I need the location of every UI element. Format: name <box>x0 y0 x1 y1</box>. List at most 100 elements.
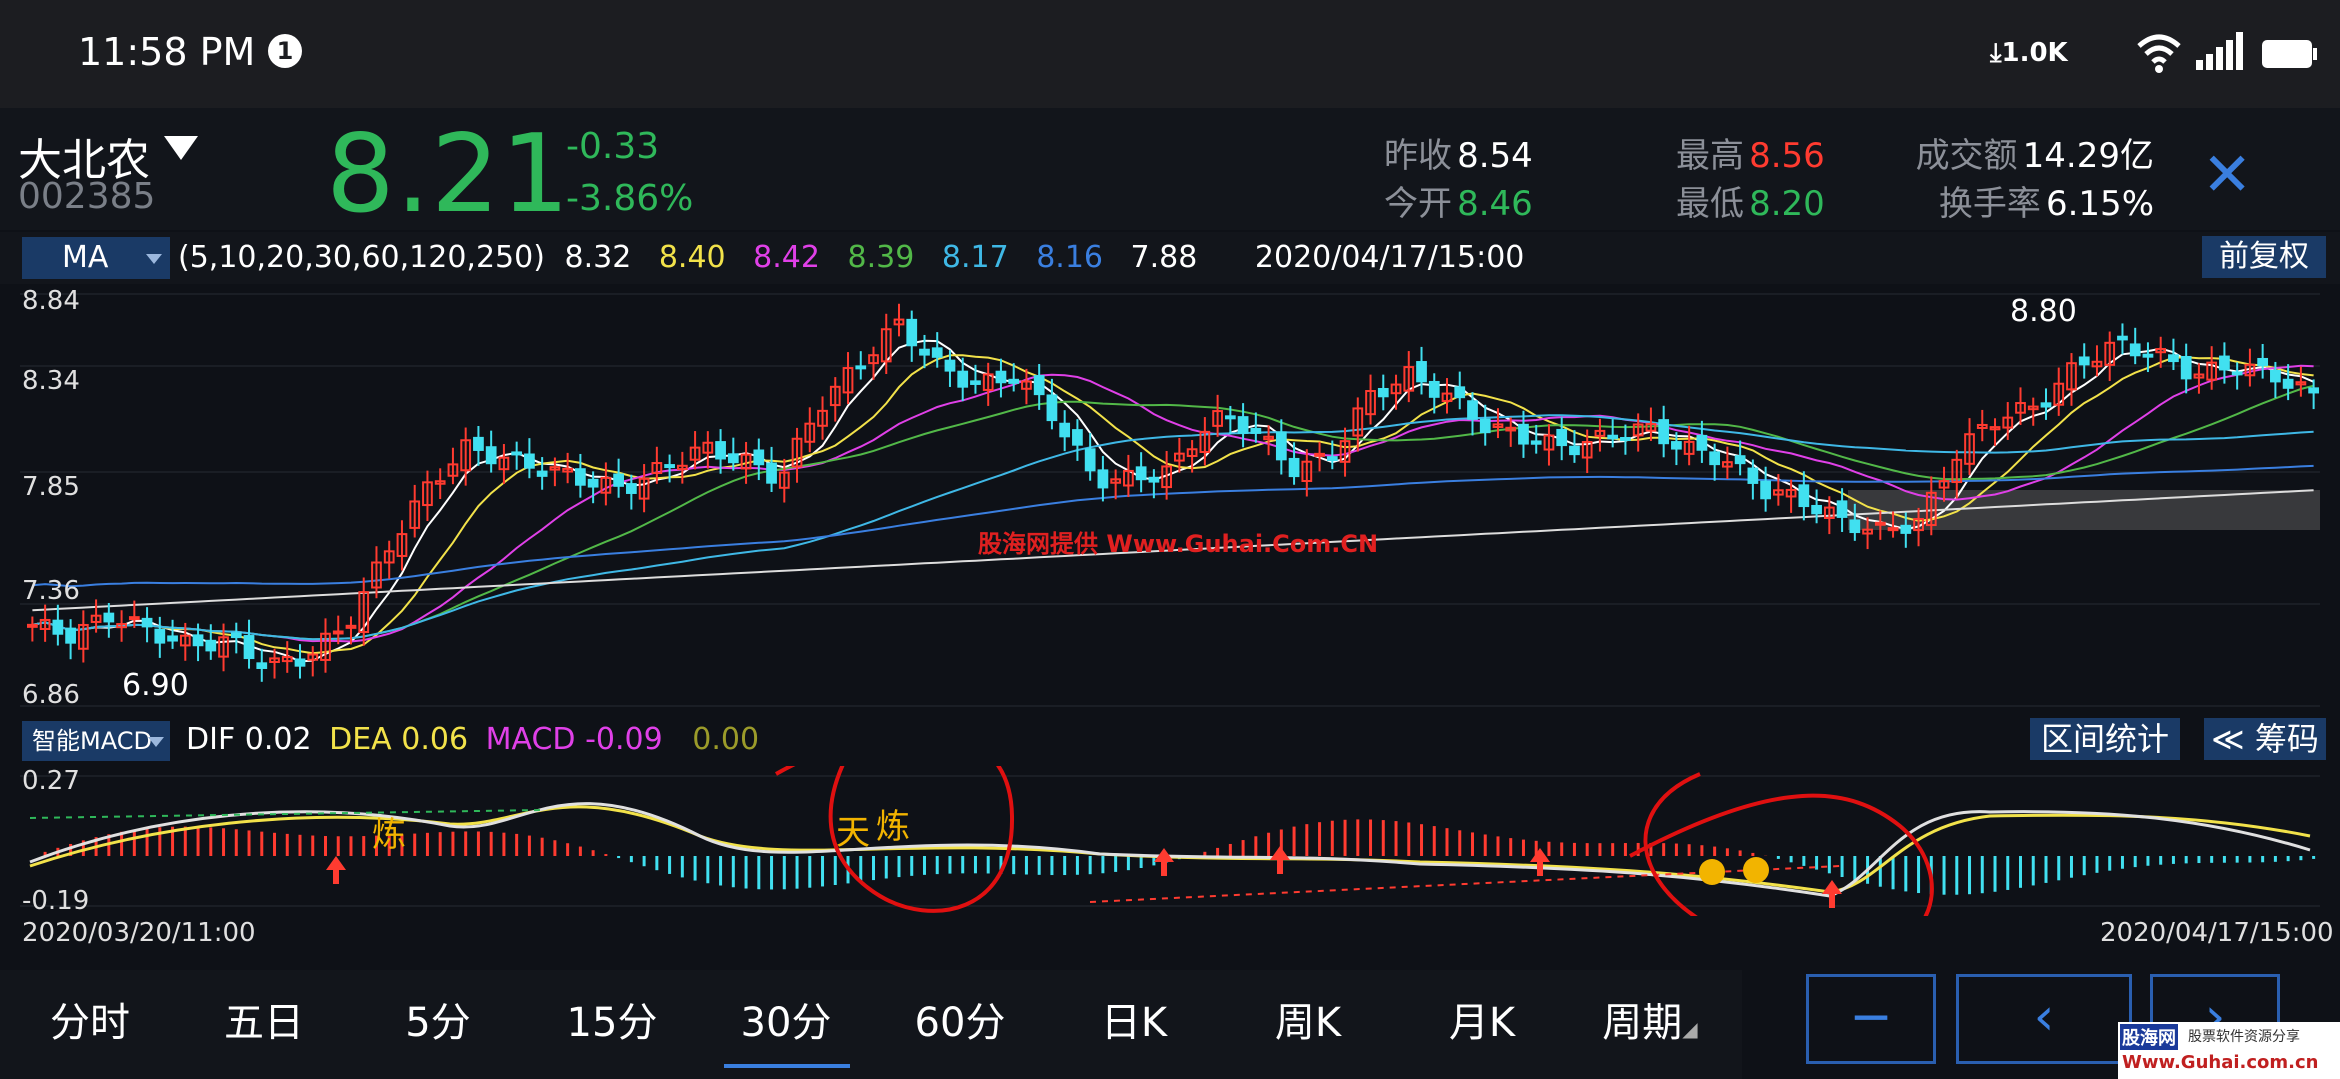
candle <box>498 456 510 471</box>
tab-daily[interactable]: 日K <box>1100 1000 1168 1046</box>
logo-slogan: 股票软件资源分享 <box>2188 1029 2300 1045</box>
candle <box>1275 431 1287 461</box>
candle <box>1148 476 1160 483</box>
candle <box>2168 354 2179 363</box>
prev-button[interactable]: ‹ <box>1956 974 2132 1064</box>
candle <box>1594 429 1606 437</box>
candle <box>2129 343 2141 357</box>
close-icon[interactable]: ✕ <box>2202 140 2253 210</box>
candle <box>906 318 918 347</box>
candle <box>422 481 433 507</box>
candle <box>1492 423 1504 429</box>
quote-header <box>0 108 2340 230</box>
candle <box>1581 441 1593 459</box>
candle <box>1059 422 1071 438</box>
chips-button[interactable]: ≪ 筹码 <box>2204 718 2326 760</box>
candle <box>2040 402 2052 408</box>
candle <box>205 639 217 652</box>
candle <box>1709 451 1721 466</box>
range-stats-button[interactable]: 区间统计 <box>2030 718 2180 760</box>
candle <box>664 464 675 469</box>
candle <box>1772 489 1784 496</box>
tab-period[interactable]: 周期◢ <box>1602 1000 1698 1046</box>
candlestick-chart[interactable] <box>0 284 2340 714</box>
tab-monthly[interactable]: 月K <box>1448 1000 1516 1046</box>
candle <box>2104 341 2116 366</box>
candle <box>1224 415 1236 420</box>
candle <box>1862 528 1873 535</box>
candle <box>269 657 280 663</box>
candle <box>1696 434 1708 451</box>
candle <box>829 385 841 407</box>
candle <box>753 449 765 466</box>
divergence-line <box>1089 865 1841 903</box>
zoom-out-button[interactable]: − <box>1806 974 1936 1064</box>
candle <box>1390 383 1402 395</box>
candle <box>651 462 663 475</box>
indicator-select[interactable]: MA <box>22 237 170 279</box>
candle <box>1441 392 1453 403</box>
candle <box>167 635 178 642</box>
candle <box>1479 418 1491 434</box>
candle <box>1543 434 1555 451</box>
stock-name[interactable]: 大北农 <box>18 135 150 186</box>
active-tab-indicator <box>724 1064 850 1068</box>
low-price: 最低 8.20 <box>1676 184 1825 224</box>
candle <box>2244 363 2256 377</box>
candle <box>2002 416 2014 429</box>
prev-close: 昨收 8.54 <box>1384 136 1533 176</box>
candle <box>1607 434 1619 440</box>
candle <box>2206 361 2218 381</box>
tab-wuri[interactable]: 五日 <box>224 1000 304 1046</box>
candle <box>2015 402 2026 414</box>
adjust-button[interactable]: 前复权 <box>2202 236 2326 278</box>
candle <box>1263 435 1274 441</box>
tab-weekly[interactable]: 周K <box>1274 1000 1342 1046</box>
ma-values: (5,10,20,30,60,120,250) 8.32 8.40 8.42 8… <box>178 240 1525 275</box>
candle <box>970 380 981 385</box>
stock-switch-caret-icon[interactable] <box>164 136 198 160</box>
macd-select[interactable]: 智能MACD <box>22 721 170 761</box>
candle <box>524 453 535 469</box>
candle <box>1314 452 1325 457</box>
candle <box>2282 378 2294 389</box>
wifi-icon <box>2137 34 2181 73</box>
price-tick: 7.36 <box>22 576 80 606</box>
candle <box>868 354 879 365</box>
candle <box>549 466 561 471</box>
battery-icon <box>2262 40 2317 68</box>
candle <box>1938 480 1950 489</box>
candle <box>1428 380 1440 398</box>
candle <box>281 656 293 663</box>
last-price: 8.21 <box>326 112 571 237</box>
tab-60min[interactable]: 60分 <box>914 1000 1006 1046</box>
ma10-line <box>32 354 2314 655</box>
candle <box>1288 457 1300 478</box>
tab-fenshi[interactable]: 分时 <box>50 1000 130 1046</box>
tab-30min[interactable]: 30分 <box>740 1000 832 1046</box>
candle <box>39 618 51 631</box>
buy-arrow-icons <box>326 846 1842 908</box>
candle <box>52 619 64 635</box>
candle <box>141 617 153 628</box>
candle <box>1505 426 1517 432</box>
candle <box>192 634 204 647</box>
candle <box>562 467 574 473</box>
ma120-line <box>32 464 2314 588</box>
tab-5min[interactable]: 5分 <box>405 1000 471 1046</box>
candle <box>1913 518 1924 532</box>
tab-15min[interactable]: 15分 <box>566 1000 658 1046</box>
candle <box>460 439 472 472</box>
candle <box>396 533 408 557</box>
candle <box>2257 357 2269 367</box>
guhai-logo: 股海网 股票软件资源分享 Www.Guhai.com.cn <box>2118 1022 2340 1079</box>
candle <box>1123 469 1134 487</box>
ma60-line <box>32 414 2314 641</box>
candle <box>702 441 714 454</box>
candle <box>2231 371 2243 376</box>
candle <box>1301 460 1313 483</box>
macd-chart[interactable]: 炼天炼 <box>0 766 2340 916</box>
candle <box>2053 382 2065 406</box>
candle <box>1951 458 1963 484</box>
candle <box>332 630 344 635</box>
